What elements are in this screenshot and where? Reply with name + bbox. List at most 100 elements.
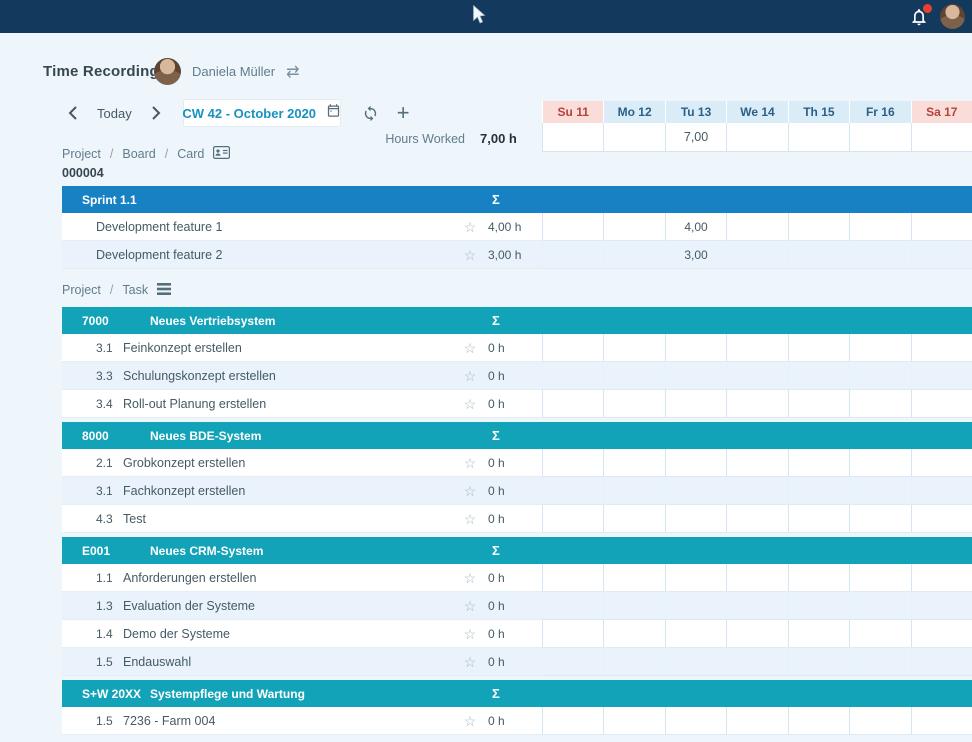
section-header[interactable]: 8000 Neues BDE-System Σ	[62, 422, 972, 449]
time-cell[interactable]	[910, 592, 972, 619]
favorite-star-icon[interactable]: ☆	[463, 246, 477, 263]
favorite-star-icon[interactable]: ☆	[463, 367, 477, 384]
time-cell[interactable]	[849, 505, 910, 532]
period-picker[interactable]: CW 42 - October 2020	[182, 99, 341, 127]
day-total-cell[interactable]	[910, 123, 972, 151]
time-cell[interactable]	[910, 477, 972, 504]
time-cell[interactable]	[542, 648, 603, 675]
favorite-star-icon[interactable]: ☆	[463, 510, 477, 527]
day-total-cell[interactable]	[849, 123, 911, 151]
time-cell[interactable]	[849, 477, 910, 504]
time-cell[interactable]	[726, 362, 787, 389]
time-cell[interactable]	[849, 241, 910, 268]
time-cell[interactable]	[542, 390, 603, 417]
time-cell[interactable]	[542, 362, 603, 389]
time-cell[interactable]	[542, 505, 603, 532]
time-cell[interactable]	[542, 449, 603, 476]
time-cell[interactable]	[664, 362, 726, 389]
time-cell[interactable]	[542, 334, 603, 361]
time-cell[interactable]	[726, 564, 787, 591]
time-cell[interactable]	[542, 213, 603, 240]
time-cell[interactable]	[664, 390, 726, 417]
time-cell[interactable]	[726, 213, 787, 240]
favorite-star-icon[interactable]: ☆	[463, 653, 477, 670]
favorite-star-icon[interactable]: ☆	[463, 482, 477, 499]
time-cell[interactable]	[726, 241, 787, 268]
time-cell[interactable]	[726, 707, 787, 734]
section-header[interactable]: E001 Neues CRM-System Σ	[62, 537, 972, 564]
time-cell[interactable]	[603, 241, 664, 268]
favorite-star-icon[interactable]: ☆	[463, 625, 477, 642]
time-cell[interactable]	[910, 707, 972, 734]
time-cell[interactable]	[849, 648, 910, 675]
time-cell[interactable]	[726, 390, 787, 417]
time-cell[interactable]	[849, 362, 910, 389]
time-cell[interactable]	[603, 362, 664, 389]
time-cell[interactable]	[910, 362, 972, 389]
card-icon[interactable]	[213, 146, 231, 162]
time-cell[interactable]	[664, 505, 726, 532]
time-cell[interactable]	[787, 564, 849, 591]
time-cell[interactable]: 3,00	[664, 241, 726, 268]
section-header[interactable]: S+W 20XX Systempflege und Wartung Σ	[62, 680, 972, 707]
time-cell[interactable]	[542, 241, 603, 268]
breadcrumb-project[interactable]: Project	[62, 283, 101, 297]
breadcrumb-project[interactable]: Project	[62, 147, 101, 161]
time-cell[interactable]	[542, 477, 603, 504]
favorite-star-icon[interactable]: ☆	[463, 339, 477, 356]
time-cell[interactable]	[849, 707, 910, 734]
day-total-cell[interactable]	[787, 123, 850, 151]
time-cell[interactable]	[787, 390, 849, 417]
time-cell[interactable]	[910, 334, 972, 361]
time-cell[interactable]	[603, 449, 664, 476]
breadcrumb-card[interactable]: Card	[177, 147, 205, 161]
add-entry-button[interactable]: +	[393, 102, 414, 124]
favorite-star-icon[interactable]: ☆	[463, 712, 477, 729]
time-cell[interactable]	[726, 477, 787, 504]
today-button[interactable]: Today	[97, 105, 132, 121]
time-cell[interactable]	[787, 449, 849, 476]
day-total-cell[interactable]: 7,00	[664, 123, 727, 151]
time-cell[interactable]	[787, 334, 849, 361]
day-total-cell[interactable]	[603, 123, 665, 151]
time-cell[interactable]	[603, 390, 664, 417]
time-cell[interactable]	[849, 390, 910, 417]
time-cell[interactable]	[603, 505, 664, 532]
time-cell[interactable]	[910, 390, 972, 417]
refresh-icon[interactable]	[358, 105, 383, 122]
notifications-bell-icon[interactable]	[907, 3, 932, 29]
time-cell[interactable]	[849, 592, 910, 619]
time-cell[interactable]	[787, 241, 849, 268]
section-header[interactable]: 7000 Neues Vertriebsystem Σ	[62, 307, 972, 334]
time-cell[interactable]	[726, 648, 787, 675]
time-cell[interactable]	[849, 564, 910, 591]
section-header[interactable]: Sprint 1.1 Σ	[62, 186, 972, 213]
time-cell[interactable]	[910, 648, 972, 675]
time-cell[interactable]	[603, 477, 664, 504]
time-cell[interactable]	[542, 564, 603, 591]
time-cell[interactable]	[849, 334, 910, 361]
time-cell[interactable]	[910, 620, 972, 647]
time-cell[interactable]	[910, 505, 972, 532]
time-cell[interactable]	[849, 449, 910, 476]
time-cell[interactable]	[726, 620, 787, 647]
time-cell[interactable]	[664, 620, 726, 647]
time-cell[interactable]	[787, 213, 849, 240]
time-cell[interactable]	[664, 449, 726, 476]
time-cell[interactable]	[787, 707, 849, 734]
time-cell[interactable]	[726, 505, 787, 532]
time-cell[interactable]	[849, 620, 910, 647]
time-cell[interactable]	[910, 564, 972, 591]
time-cell[interactable]	[603, 592, 664, 619]
time-cell[interactable]	[787, 648, 849, 675]
time-cell[interactable]	[542, 707, 603, 734]
time-cell[interactable]	[664, 334, 726, 361]
day-total-cell[interactable]	[726, 123, 788, 151]
time-cell[interactable]	[787, 505, 849, 532]
favorite-star-icon[interactable]: ☆	[463, 395, 477, 412]
time-cell[interactable]	[542, 592, 603, 619]
time-cell[interactable]	[603, 707, 664, 734]
time-cell[interactable]	[664, 592, 726, 619]
favorite-star-icon[interactable]: ☆	[463, 218, 477, 235]
time-cell[interactable]: 4,00	[664, 213, 726, 240]
